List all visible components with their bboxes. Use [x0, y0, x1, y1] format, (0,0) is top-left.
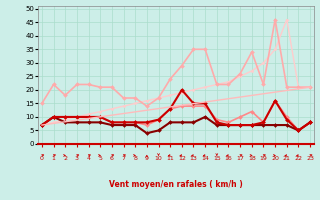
- X-axis label: Vent moyen/en rafales ( km/h ): Vent moyen/en rafales ( km/h ): [109, 180, 243, 189]
